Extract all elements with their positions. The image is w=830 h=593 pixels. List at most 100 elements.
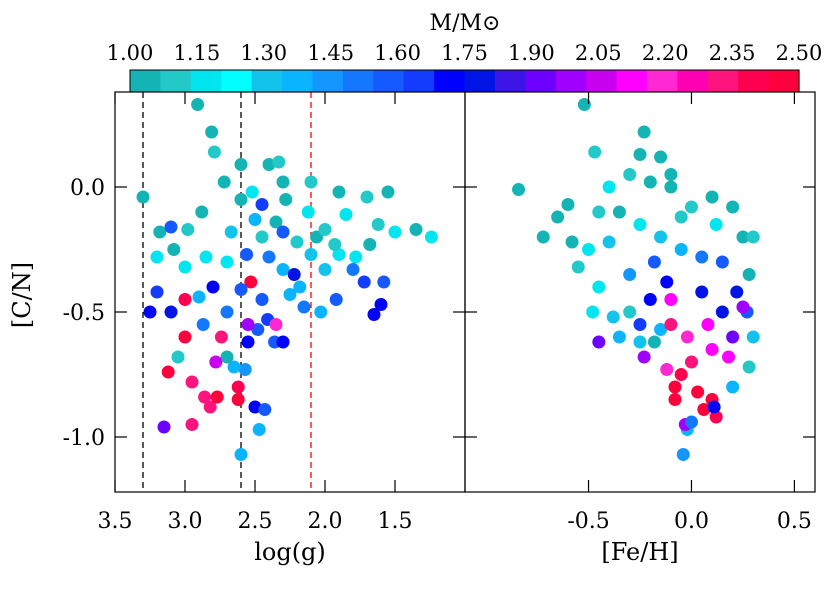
data-point (367, 308, 381, 321)
data-point (709, 218, 723, 231)
data-point (695, 250, 709, 264)
data-point (192, 290, 206, 304)
data-point (736, 230, 750, 244)
right-panel: -0.5 0.0 0.5 (464, 91, 816, 534)
x-tick-label: 3.0 (168, 509, 203, 534)
data-point (210, 390, 224, 404)
y-tick-label: -1.0 (63, 426, 105, 451)
data-point (290, 235, 304, 249)
colorbar-segment (282, 70, 314, 92)
colorbar-segment (768, 70, 800, 92)
data-point (746, 330, 760, 344)
colorbar-segment (677, 70, 709, 92)
data-point (181, 223, 195, 236)
data-point (276, 225, 290, 239)
data-point (680, 330, 694, 344)
data-point (287, 268, 301, 281)
data-point (726, 380, 740, 394)
data-point (241, 318, 255, 331)
data-point (332, 185, 346, 199)
data-point (310, 230, 324, 244)
data-point (185, 375, 199, 389)
data-point (304, 248, 318, 261)
data-point (178, 260, 192, 274)
data-point (409, 223, 423, 236)
colorbar-segment (494, 70, 526, 92)
colorbar-segment (130, 70, 162, 92)
data-point (283, 288, 297, 301)
colorbar-tick-label: 1.90 (508, 41, 555, 65)
data-point (251, 323, 265, 336)
data-point (633, 318, 647, 331)
data-point (374, 298, 388, 311)
colorbar-segment (586, 70, 618, 92)
data-point (561, 198, 575, 211)
data-point (231, 393, 245, 406)
data-point (220, 350, 234, 364)
colorbar-segment (646, 70, 678, 92)
data-point (577, 98, 591, 111)
data-point (623, 168, 637, 181)
y-tick-label: -0.5 (63, 301, 105, 326)
data-point (339, 208, 353, 221)
data-point (586, 305, 600, 319)
data-point (234, 283, 248, 296)
data-point (726, 330, 740, 344)
data-point (612, 330, 626, 344)
data-point (252, 423, 266, 436)
data-point (178, 293, 192, 306)
data-point (637, 350, 651, 364)
data-point (245, 185, 259, 199)
colorbar-title: M/M⊙ (430, 11, 501, 36)
data-point (705, 190, 719, 204)
data-point (709, 410, 723, 424)
colorbar-segment (221, 70, 253, 92)
data-point (705, 343, 719, 356)
data-point (715, 255, 729, 269)
data-point (695, 285, 709, 299)
colorbar-segment (403, 70, 435, 92)
data-point (150, 250, 164, 264)
colorbar-tick-label: 2.20 (642, 41, 689, 65)
data-point (726, 200, 740, 214)
y-axis-label: [C/N] (8, 262, 36, 328)
colorbar-tick-label: 2.50 (776, 41, 823, 65)
data-point (730, 285, 744, 299)
data-point (349, 250, 363, 264)
colorbar-segment (555, 70, 587, 92)
data-point (143, 305, 157, 319)
data-point (623, 305, 637, 319)
data-point (205, 125, 219, 139)
data-point (224, 225, 238, 239)
data-point (633, 218, 647, 231)
colorbar-segment (738, 70, 770, 92)
data-point (178, 330, 192, 344)
data-point (602, 180, 616, 194)
data-point (167, 243, 181, 256)
colorbar-tick-label: 1.15 (174, 41, 221, 65)
data-point (209, 355, 223, 369)
data-point (742, 268, 756, 281)
data-point (248, 400, 262, 414)
data-point (248, 213, 262, 226)
x-tick-label: -0.5 (567, 509, 609, 534)
data-point (715, 305, 729, 319)
data-point (262, 250, 276, 264)
data-point (363, 238, 377, 251)
data-point (171, 350, 185, 364)
y-tick-label: 0.0 (70, 176, 105, 201)
data-point (240, 248, 254, 261)
colorbar-segment (434, 70, 466, 92)
data-point (164, 305, 178, 319)
data-point (654, 323, 668, 336)
data-point (153, 225, 167, 239)
data-point (654, 230, 668, 244)
colorbar-tick-labels: 1.00 1.15 1.30 1.45 1.60 1.75 1.90 2.05 2.20 2.35… (107, 41, 823, 65)
colorbar-tick-label: 1.60 (374, 41, 421, 65)
data-point (664, 318, 678, 331)
data-point (377, 275, 391, 289)
data-point (746, 230, 760, 244)
plot-frame (464, 91, 816, 493)
data-point (684, 415, 698, 429)
data-point (206, 280, 220, 294)
